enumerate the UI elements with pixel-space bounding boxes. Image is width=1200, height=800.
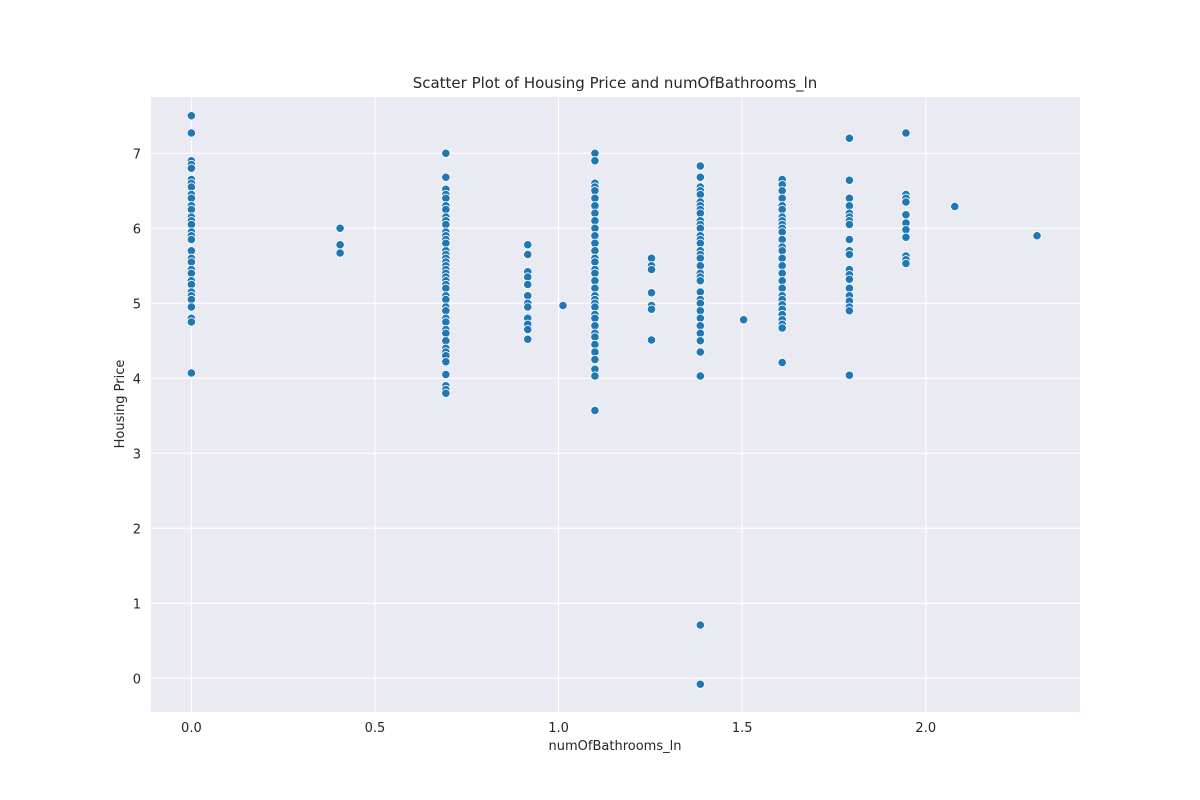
data-point (558, 300, 568, 311)
data-point (186, 368, 196, 378)
data-point (590, 156, 600, 166)
x-tick-label: 1.0 (548, 721, 569, 736)
data-point (186, 234, 196, 245)
data-point (844, 175, 855, 185)
plot-area (151, 97, 1080, 712)
data-point (695, 276, 705, 286)
data-point (695, 161, 705, 171)
data-point (523, 302, 533, 312)
chart-title: Scatter Plot of Housing Price and numOfB… (413, 74, 818, 93)
data-point (523, 324, 533, 335)
data-point (186, 317, 196, 327)
x-tick-label: 1.5 (732, 721, 753, 736)
data-point (186, 111, 196, 121)
y-tick-label: 5 (133, 297, 141, 312)
x-tick-label: 0.5 (365, 721, 386, 736)
data-point (901, 210, 911, 220)
data-point (646, 335, 657, 345)
data-point (950, 201, 960, 212)
data-point (1032, 231, 1042, 241)
y-tick-label: 2 (133, 522, 141, 537)
data-point (441, 172, 451, 182)
data-point (441, 148, 451, 158)
data-point (441, 388, 451, 398)
data-point (335, 240, 345, 250)
x-axis-ticks: 0.0 0.5 1.0 1.5 2.0 (181, 721, 936, 736)
data-point (739, 315, 749, 325)
data-point (590, 371, 600, 381)
data-point (844, 234, 855, 245)
data-points (186, 111, 1042, 689)
y-tick-label: 3 (133, 447, 141, 462)
y-tick-label: 1 (133, 597, 141, 612)
data-point (901, 232, 911, 242)
data-point (901, 197, 911, 207)
data-point (695, 679, 705, 689)
data-point (441, 369, 451, 380)
data-point (335, 223, 345, 233)
data-point (695, 172, 705, 182)
y-axis-label: Housing Price (113, 360, 128, 449)
data-point (186, 163, 196, 173)
data-point (646, 288, 657, 298)
data-point (646, 304, 657, 314)
data-point (844, 274, 855, 284)
data-point (441, 357, 451, 367)
data-point (590, 405, 600, 416)
data-point (186, 128, 196, 138)
data-point (844, 133, 855, 143)
data-point (523, 240, 533, 250)
data-point (695, 371, 705, 381)
y-tick-label: 4 (133, 372, 141, 387)
y-tick-label: 6 (133, 222, 141, 237)
x-axis-label: numOfBathrooms_ln (549, 739, 682, 754)
data-point (695, 336, 705, 346)
data-point (844, 249, 855, 260)
data-point (901, 258, 911, 269)
data-point (523, 334, 533, 344)
data-point (844, 370, 855, 380)
data-point (777, 357, 787, 368)
data-point (695, 620, 705, 630)
data-point (901, 128, 911, 138)
data-point (844, 306, 855, 316)
x-tick-label: 2.0 (915, 721, 936, 736)
data-point (777, 323, 787, 333)
y-tick-label: 0 (133, 672, 141, 687)
data-point (186, 302, 196, 312)
grid-lines (151, 97, 1080, 712)
y-axis-ticks: 0 1 2 3 4 5 6 7 (133, 147, 141, 687)
data-point (646, 264, 657, 275)
x-tick-label: 0.0 (181, 721, 202, 736)
data-point (523, 279, 533, 290)
data-point (523, 249, 533, 260)
data-point (695, 347, 705, 357)
data-point (844, 219, 855, 230)
data-point (590, 354, 600, 365)
data-point (335, 248, 345, 258)
y-tick-label: 7 (133, 147, 141, 162)
